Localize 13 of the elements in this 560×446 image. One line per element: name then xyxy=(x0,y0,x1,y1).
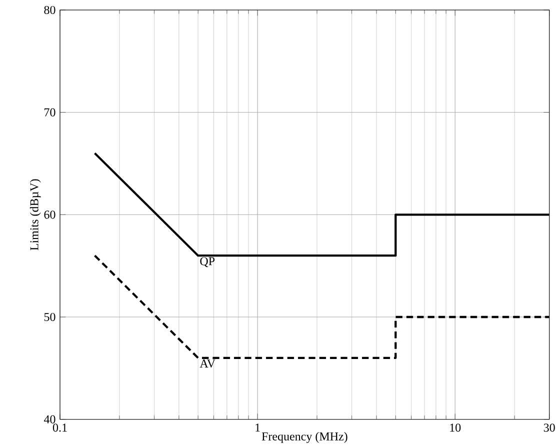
y-tick-label: 70 xyxy=(44,108,56,116)
x-tick-label: 0.1 xyxy=(52,424,67,432)
y-axis-title: Limits (dBµV) xyxy=(30,179,41,250)
annotation: QP xyxy=(200,257,215,268)
y-tick-label: 40 xyxy=(44,415,56,424)
y-tick-label: 80 xyxy=(44,6,56,14)
x-tick-label: 10 xyxy=(450,424,461,432)
y-tick-label: 60 xyxy=(44,210,56,219)
x-axis-title: Frequency (MHz) xyxy=(262,432,348,443)
annotation: AV xyxy=(200,360,216,368)
x-tick-label: 1 xyxy=(256,424,260,432)
y-tick-label: 50 xyxy=(44,312,56,322)
x-tick-label: 30 xyxy=(544,424,555,432)
